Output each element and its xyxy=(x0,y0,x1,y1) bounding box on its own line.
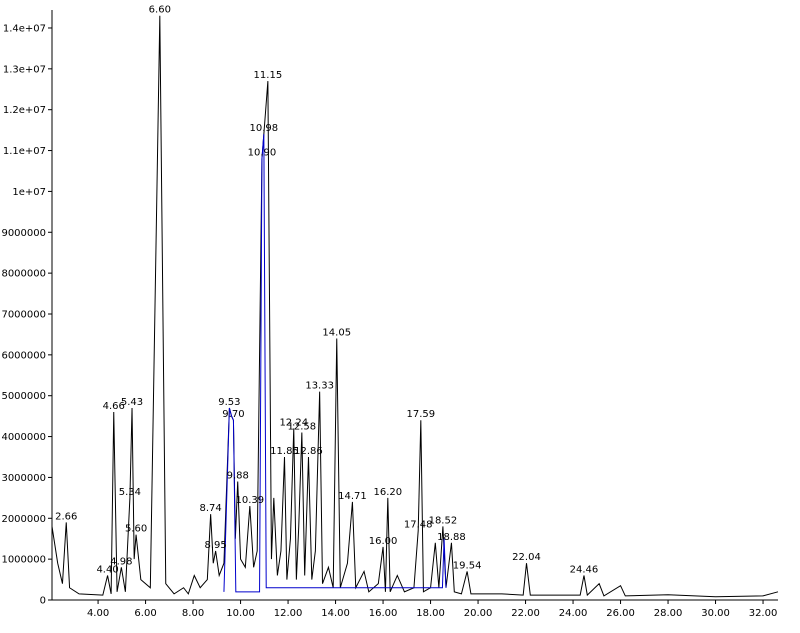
peak-label: 2.66 xyxy=(55,511,77,522)
x-tick-label: 6.00 xyxy=(134,608,156,619)
peak-label: 14.05 xyxy=(322,328,351,339)
y-tick-label: 7000000 xyxy=(1,309,46,320)
y-tick-label: 1000000 xyxy=(1,555,46,566)
y-tick-label: 6000000 xyxy=(1,350,46,361)
y-tick-label: 1.3e+07 xyxy=(3,64,46,75)
x-tick-label: 4.00 xyxy=(87,608,109,619)
x-tick-label: 12.00 xyxy=(274,608,303,619)
peak-label: 4.66 xyxy=(103,401,125,412)
peak-label: 9.88 xyxy=(227,471,249,482)
x-tick-label: 14.00 xyxy=(321,608,350,619)
peak-label: 13.33 xyxy=(305,381,334,392)
x-tick-label: 18.00 xyxy=(416,608,445,619)
peak-label: 9.70 xyxy=(222,409,244,420)
y-tick-label: 1e+07 xyxy=(12,187,46,198)
x-tick-label: 32.00 xyxy=(749,608,778,619)
y-tick-label: 2000000 xyxy=(1,514,46,525)
peak-label: 16.00 xyxy=(369,536,398,547)
peak-label: 11.15 xyxy=(254,70,283,81)
x-tick-label: 16.00 xyxy=(369,608,398,619)
peak-label: 18.88 xyxy=(437,532,466,543)
y-tick-label: 5000000 xyxy=(1,391,46,402)
x-tick-label: 22.00 xyxy=(511,608,540,619)
peak-label: 8.74 xyxy=(200,503,222,514)
peak-label: 12.58 xyxy=(288,421,317,432)
peak-label: 24.46 xyxy=(570,564,599,575)
y-tick-label: 9000000 xyxy=(1,228,46,239)
peak-label: 12.24 xyxy=(279,417,308,428)
x-tick-label: 8.00 xyxy=(182,608,204,619)
x-tick-label: 30.00 xyxy=(701,608,730,619)
x-tick-label: 26.00 xyxy=(606,608,635,619)
peak-label: 6.60 xyxy=(149,5,171,16)
y-tick-label: 3000000 xyxy=(1,473,46,484)
x-tick-label: 28.00 xyxy=(654,608,683,619)
peak-label: 5.43 xyxy=(121,397,143,408)
peak-label: 19.54 xyxy=(453,560,482,571)
peak-label: 10.98 xyxy=(250,123,279,134)
peak-label: 18.52 xyxy=(429,515,458,526)
peak-label: 17.48 xyxy=(404,520,433,531)
peak-label: 10.90 xyxy=(248,148,277,159)
x-tick-label: 20.00 xyxy=(464,608,493,619)
peak-label: 11.85 xyxy=(270,446,299,457)
peak-label: 16.20 xyxy=(373,487,402,498)
peak-label: 8.95 xyxy=(204,540,226,551)
y-tick-label: 0 xyxy=(40,596,46,607)
peak-label: 5.34 xyxy=(119,487,141,498)
peak-label: 17.59 xyxy=(406,409,435,420)
peak-label: 4.40 xyxy=(96,564,118,575)
y-tick-label: 1.2e+07 xyxy=(3,105,46,116)
y-tick-label: 1.1e+07 xyxy=(3,146,46,157)
peak-label: 5.60 xyxy=(125,524,147,535)
peak-label: 14.71 xyxy=(338,491,367,502)
y-tick-label: 1.4e+07 xyxy=(3,23,46,34)
y-tick-label: 4000000 xyxy=(1,432,46,443)
peak-label: 12.86 xyxy=(294,446,323,457)
x-tick-label: 10.00 xyxy=(226,608,255,619)
x-tick-label: 24.00 xyxy=(559,608,588,619)
peak-label: 4.98 xyxy=(110,556,132,567)
peak-label: 9.53 xyxy=(218,397,240,408)
y-tick-label: 8000000 xyxy=(1,269,46,280)
trace xyxy=(51,15,779,598)
peak-label: 22.04 xyxy=(512,552,541,563)
trace xyxy=(223,134,447,593)
peak-label: 10.39 xyxy=(236,495,265,506)
